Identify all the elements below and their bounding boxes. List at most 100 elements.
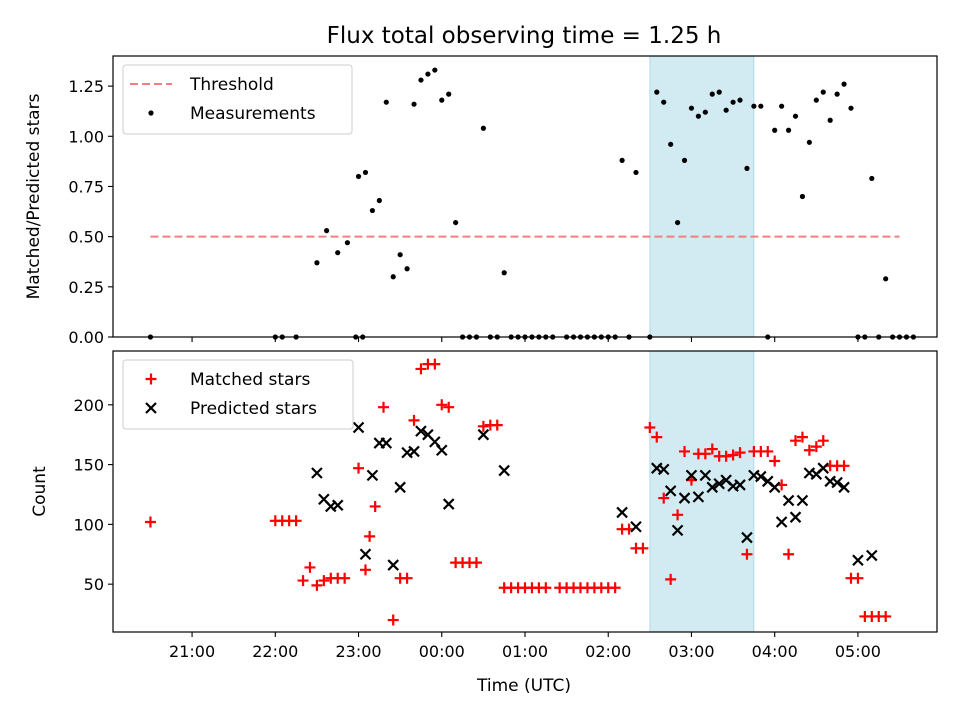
- predicted-stars-point: [775, 516, 788, 528]
- matched-stars-point: [609, 582, 621, 594]
- matched-stars-point: [644, 422, 656, 434]
- measurements-point: [397, 252, 403, 258]
- legend-label: Predicted stars: [190, 399, 317, 419]
- y-tick-label: 200: [73, 396, 104, 415]
- matched-stars-point: [651, 431, 663, 443]
- measurements-point: [883, 276, 889, 282]
- matched-stars-point: [672, 509, 684, 521]
- measurements-point: [369, 207, 376, 214]
- matched-stars-point: [144, 516, 156, 528]
- measurements-point: [335, 250, 341, 256]
- predicted-stars-point: [782, 494, 795, 507]
- highlight-band: [649, 55, 755, 338]
- measurements-point: [806, 139, 812, 145]
- top-y-axis-label: Matched/Predicted stars: [24, 93, 44, 299]
- y-tick-label: 100: [73, 515, 104, 534]
- measurements-point: [362, 169, 369, 176]
- measurements-point: [716, 89, 722, 95]
- predicted-stars-point: [616, 506, 628, 519]
- predicted-stars-point: [415, 425, 427, 437]
- matched-stars-point: [470, 557, 482, 569]
- measurements-point: [453, 219, 459, 226]
- matched-stars-point: [658, 492, 670, 504]
- matched-stars-point: [838, 460, 850, 472]
- bottom-panel: 50 100 150 200 21:00 22:00 23:00 00:00 01:00 02:0…: [30, 350, 938, 661]
- measurements-point: [723, 107, 729, 113]
- predicted-stars-point: [442, 498, 455, 510]
- predicted-stars-point: [741, 531, 753, 544]
- measurements-point: [772, 127, 778, 133]
- y-tick-label: 0.25: [68, 278, 104, 297]
- predicted-stars-point: [359, 548, 372, 561]
- matched-stars-point: [311, 579, 323, 591]
- predicted-stars-point: [734, 479, 746, 491]
- predicted-stars-point: [789, 511, 802, 523]
- predicted-stars-point: [657, 463, 670, 476]
- predicted-stars-point: [366, 469, 379, 482]
- bottom-y-axis-label: Count: [30, 466, 50, 517]
- measurements-point: [355, 173, 362, 180]
- legend-predicted-swatch: [145, 402, 157, 414]
- legend-label: Matched stars: [190, 370, 310, 390]
- measurements-point: [681, 157, 688, 163]
- y-tick-label: 0.75: [68, 177, 104, 196]
- matched-stars-point: [699, 448, 711, 460]
- matched-stars-point: [769, 455, 781, 467]
- measurements-point: [404, 266, 410, 272]
- y-tick-label: 0.50: [68, 228, 104, 247]
- matched-stars-point: [408, 414, 420, 426]
- matched-stars-point: [401, 572, 413, 584]
- matched-stars-point: [706, 443, 718, 455]
- measurements-point: [695, 113, 702, 119]
- x-tick-label: 23:00: [335, 642, 381, 661]
- measurements-point: [661, 99, 667, 105]
- measurements-point: [779, 103, 785, 109]
- x-tick-label: 01:00: [502, 642, 548, 661]
- matched-stars-point: [810, 441, 822, 453]
- matched-stars-point: [852, 572, 864, 584]
- predicted-stars-point: [630, 520, 642, 533]
- x-tick-label: 03:00: [668, 642, 714, 661]
- measurements-point: [834, 91, 840, 97]
- predicted-stars-point: [699, 469, 712, 482]
- matched-stars-point: [353, 462, 365, 474]
- measurements-point: [439, 97, 445, 103]
- chart-title: Flux total observing time = 1.25 h: [327, 23, 722, 49]
- matched-stars-point: [665, 573, 677, 585]
- matched-stars-point: [679, 445, 691, 457]
- matched-stars-point: [790, 435, 802, 447]
- matched-stars-point: [443, 401, 455, 413]
- measurements-point: [702, 109, 708, 115]
- predicted-stars-point: [387, 559, 399, 571]
- matched-stars-point: [880, 610, 892, 622]
- legend-measurements-swatch: [148, 110, 154, 116]
- matched-stars-point: [436, 399, 448, 411]
- measurements-point: [688, 105, 695, 111]
- matched-stars-point: [796, 431, 808, 443]
- matched-stars-point: [290, 515, 302, 527]
- x-axis-label: Time (UTC): [476, 676, 571, 696]
- matched-stars-point: [378, 401, 390, 413]
- predicted-stars-point: [685, 469, 698, 482]
- predicted-stars-point: [692, 491, 705, 503]
- measurements-point: [654, 89, 660, 95]
- matched-stars-point: [387, 614, 399, 626]
- matched-stars-point: [741, 548, 753, 560]
- measurements-point: [480, 125, 486, 131]
- legend-label: Measurements: [190, 104, 316, 124]
- matched-stars-point: [339, 572, 351, 584]
- predicted-stars-point: [671, 524, 684, 537]
- top-panel: 0.00 0.25 0.50 0.75 1.00 1.25 Matched/Predicte…: [24, 55, 938, 347]
- measurements-point: [813, 97, 819, 103]
- predicted-stars-point: [408, 445, 420, 458]
- measurements-point: [418, 77, 424, 83]
- measurements-point: [324, 228, 330, 234]
- top-legend: [122, 64, 353, 135]
- measurements-point: [827, 117, 833, 123]
- predicted-stars-point: [866, 549, 878, 562]
- predicted-stars-point: [394, 481, 406, 494]
- predicted-stars-point: [380, 437, 393, 449]
- x-tick-label: 04:00: [752, 642, 798, 661]
- measurements-point: [751, 103, 757, 109]
